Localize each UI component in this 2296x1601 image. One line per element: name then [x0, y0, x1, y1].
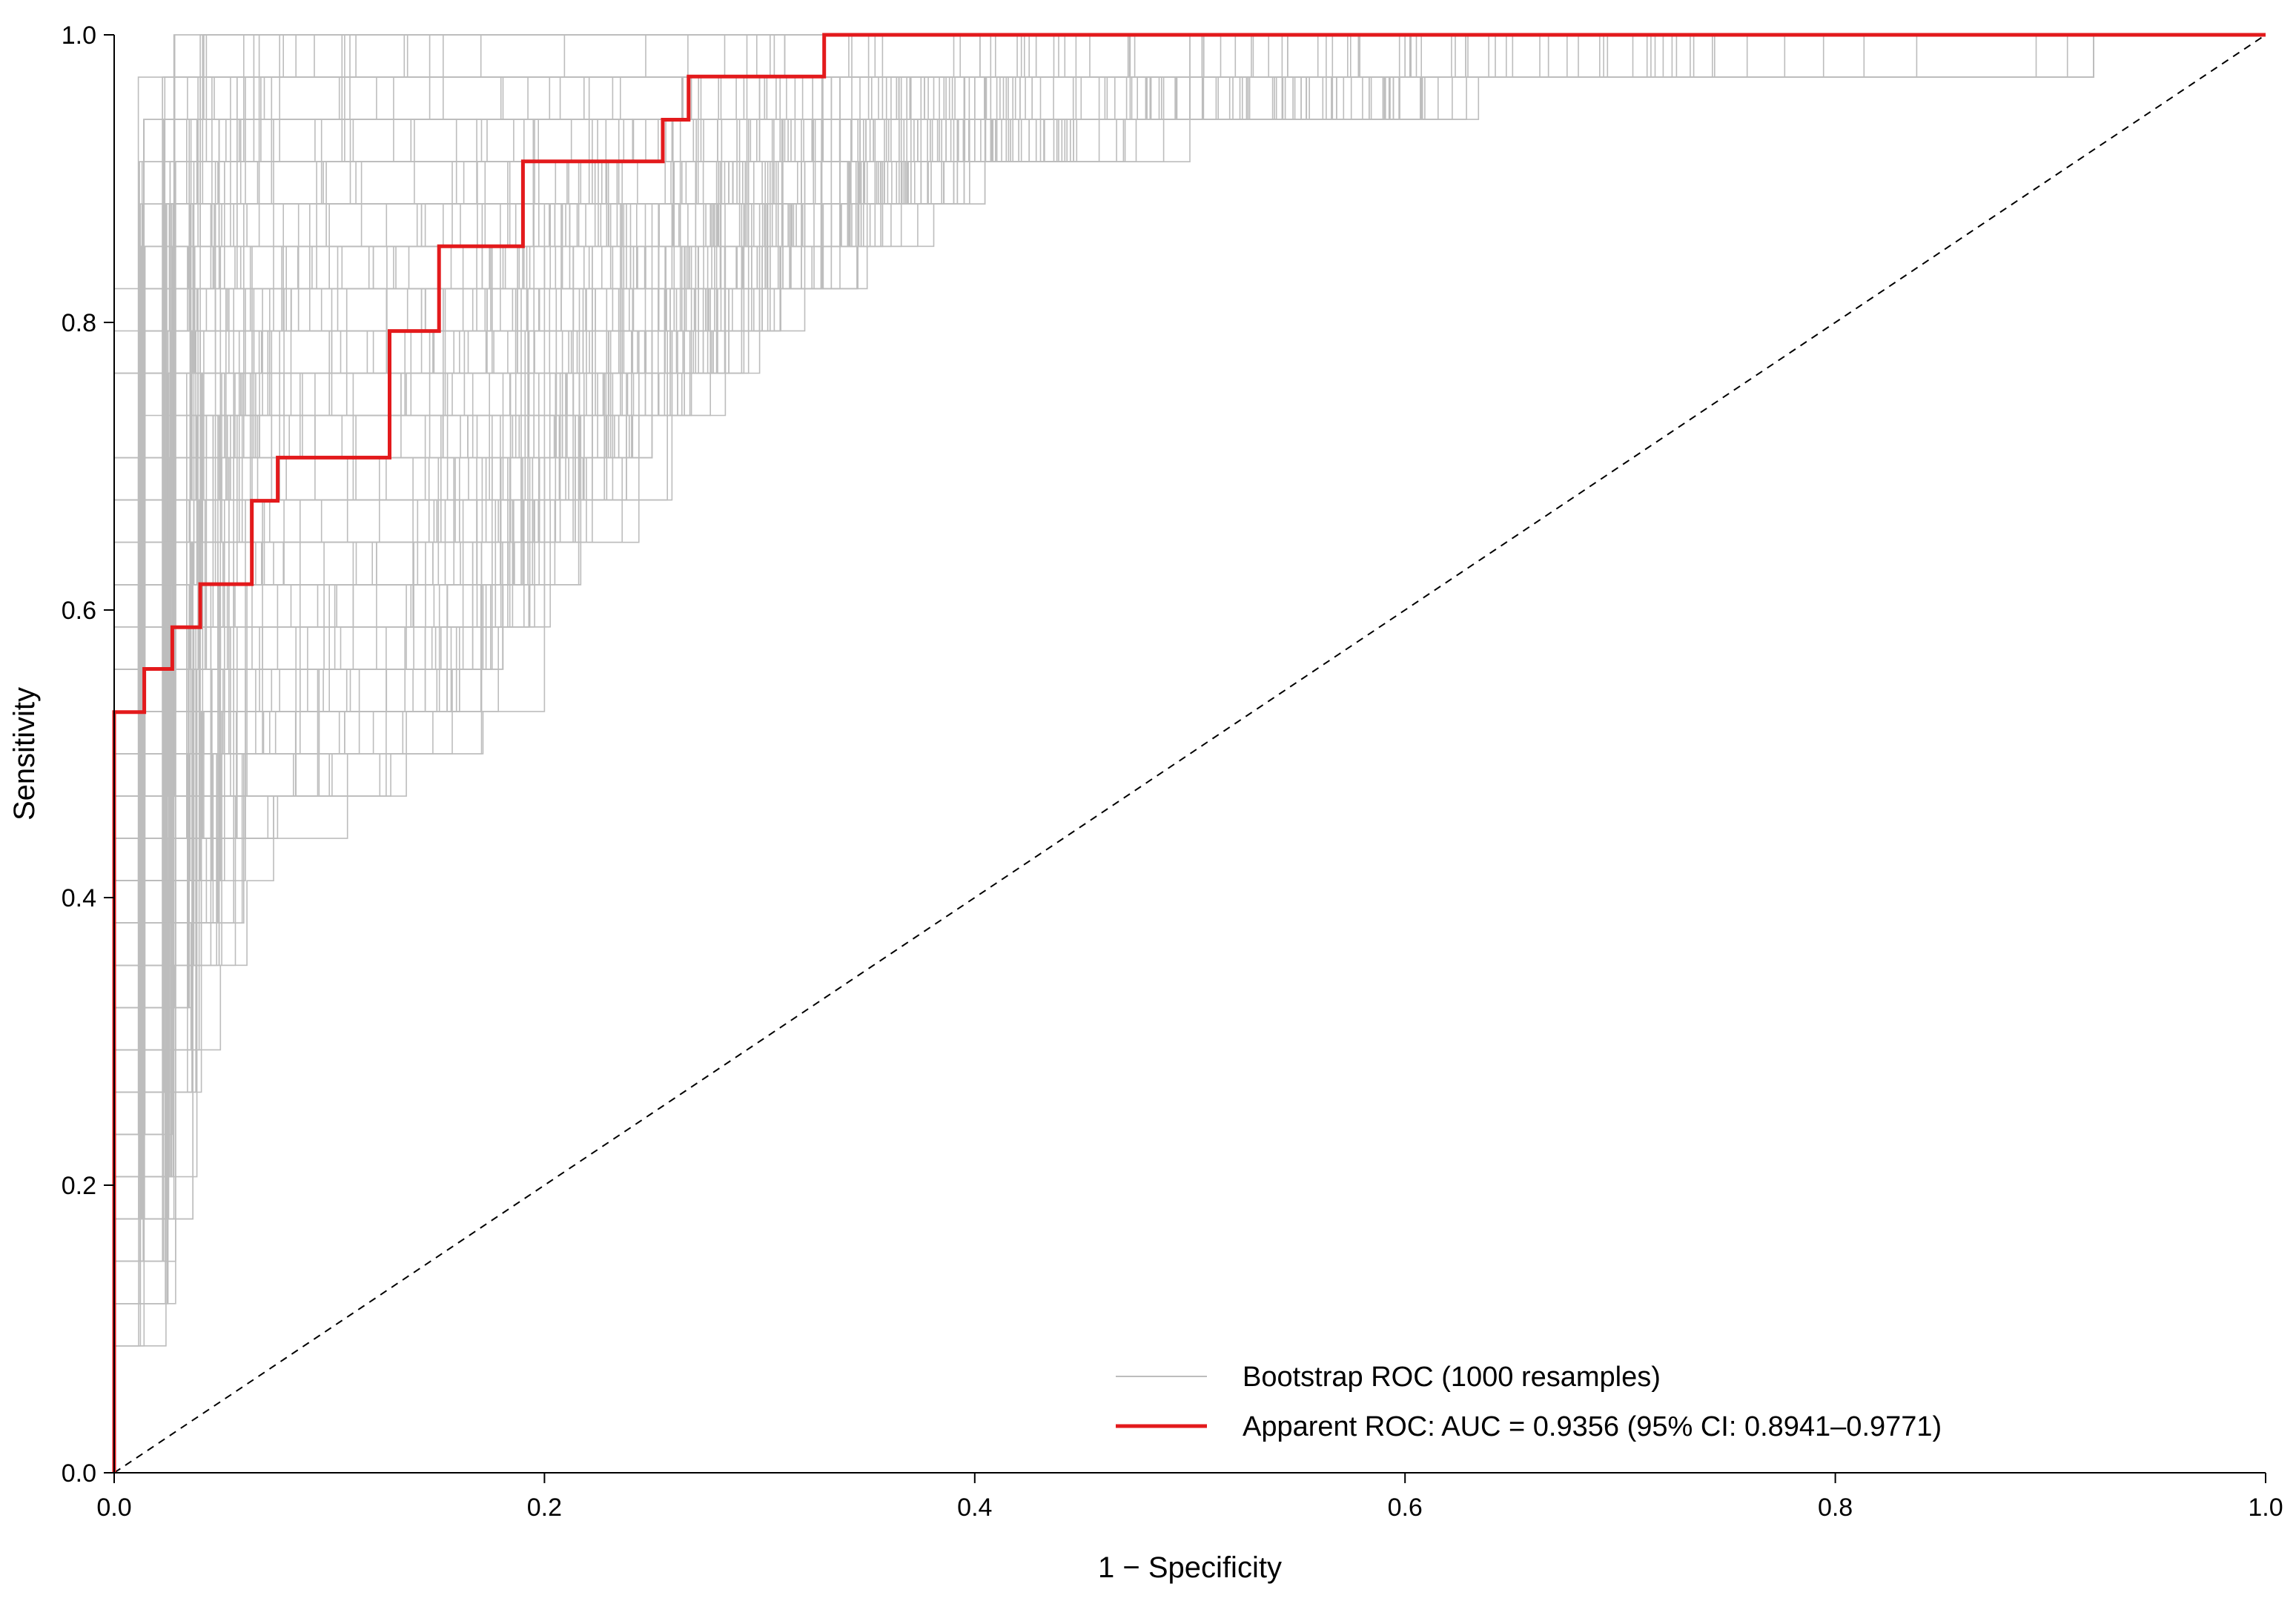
- x-axis-title: 1 − Specificity: [1098, 1551, 1282, 1584]
- x-tick-label: 0.0: [96, 1494, 131, 1522]
- x-tick-label: 0.8: [1818, 1494, 1853, 1522]
- apparent-roc-line: [112, 33, 2266, 1473]
- x-tick-label: 0.6: [1388, 1494, 1423, 1522]
- legend: Bootstrap ROC (1000 resamples) Apparent …: [1116, 1362, 1942, 1442]
- y-tick-label: 1.0: [62, 21, 96, 50]
- legend-label-apparent: Apparent ROC: AUC = 0.9356 (95% CI: 0.89…: [1243, 1411, 1942, 1442]
- y-axis-ticks: 0.0 0.2 0.4 0.6 0.8 1.0: [62, 21, 114, 1488]
- legend-label-bootstrap: Bootstrap ROC (1000 resamples): [1243, 1362, 1661, 1393]
- y-tick-label: 0.8: [62, 309, 96, 337]
- y-tick-label: 0.0: [62, 1459, 96, 1488]
- x-tick-label: 0.4: [957, 1494, 992, 1522]
- y-tick-label: 0.6: [62, 597, 96, 625]
- bootstrap-roc-curve: [113, 34, 2266, 1473]
- y-tick-label: 0.2: [62, 1172, 96, 1200]
- reference-diagonal: [113, 34, 2266, 1474]
- bootstrap-roc-curve: [113, 34, 2266, 1473]
- x-tick-label: 1.0: [2248, 1494, 2283, 1522]
- bootstrap-roc-curve: [113, 34, 2266, 1473]
- x-tick-label: 0.2: [527, 1494, 562, 1522]
- y-axis-title: Sensitivity: [8, 687, 41, 821]
- x-axis-ticks: 0.0 0.2 0.4 0.6 0.8 1.0: [96, 1473, 2283, 1522]
- axes: 0.0 0.2 0.4 0.6 0.8 1.0 0.0 0.2 0.4 0.6 0.8 1.0 1 …: [8, 21, 2283, 1584]
- y-tick-label: 0.4: [62, 884, 96, 912]
